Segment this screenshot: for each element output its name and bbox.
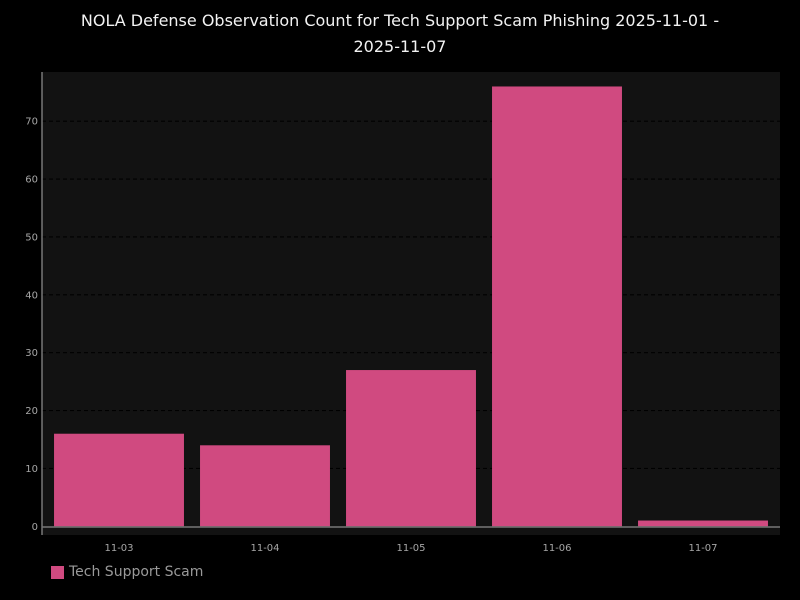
x-tick-label: 11-05	[396, 543, 425, 554]
y-tick-label: 0	[32, 522, 38, 533]
y-tick-label: 30	[25, 348, 38, 359]
y-tick-label: 20	[25, 406, 38, 417]
x-tick-label: 11-06	[542, 543, 571, 554]
chart-title-line-1: NOLA Defense Observation Count for Tech …	[81, 11, 719, 30]
legend-label: Tech Support Scam	[69, 564, 204, 580]
bar-11-06[interactable]	[492, 86, 622, 527]
legend: Tech Support Scam	[51, 563, 203, 581]
y-axis-ticks: 0 10 20 30 40 50 60 70	[25, 117, 38, 533]
chart-title-line-2: 2025-11-07	[354, 37, 447, 56]
x-axis-ticks: 11-03 11-04 11-05 11-06 11-07	[104, 543, 717, 554]
y-tick-label: 40	[25, 290, 38, 301]
legend-swatch	[51, 565, 64, 579]
y-tick-label: 70	[25, 117, 38, 128]
bar-11-03[interactable]	[54, 433, 184, 527]
bar-11-07[interactable]	[638, 520, 768, 527]
x-tick-label: 11-03	[104, 543, 133, 554]
bar-11-05[interactable]	[346, 370, 476, 527]
x-tick-label: 11-04	[250, 543, 279, 554]
y-tick-label: 50	[25, 232, 38, 243]
y-tick-label: 10	[25, 464, 38, 475]
y-tick-label: 60	[25, 175, 38, 186]
x-tick-label: 11-07	[688, 543, 717, 554]
bars	[54, 86, 768, 527]
bar-11-04[interactable]	[200, 445, 330, 527]
